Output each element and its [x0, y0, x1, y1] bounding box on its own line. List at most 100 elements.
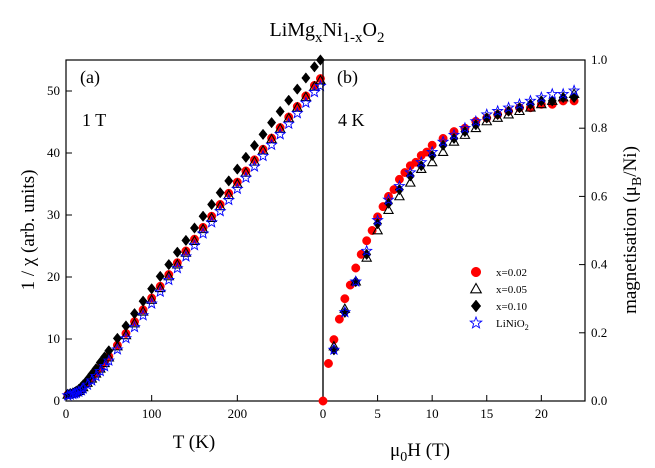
panel-a-point-lnio-27	[222, 193, 235, 206]
panel-b-point-lnio-17	[513, 97, 526, 110]
panel-b-ylabel-part-1: magnetisation (μ	[620, 186, 641, 314]
panel-a-series-x010	[63, 54, 325, 400]
panel-b-xlabel-part-3: H (T)	[407, 440, 450, 461]
legend-markers	[469, 266, 483, 329]
panel-a-ticks: 0 100 200 0 10 20 30 40 50	[47, 83, 247, 421]
panel-b-point-lnio-22	[567, 84, 581, 96]
panel-a-point-x005-14	[111, 340, 123, 351]
panel-b-x-tick-label-0: 0	[320, 406, 327, 421]
panel-b-y-tick-label-2: 0.4	[591, 257, 608, 272]
panel-a-point-x010-23	[189, 222, 200, 234]
panel-a-y-tick-label-4: 40	[47, 145, 60, 160]
panel-a-series	[61, 54, 327, 401]
panel-a-point-x010-16	[130, 307, 140, 320]
panel-b-point-lnio-16	[502, 101, 515, 114]
panel-a-point-x010-29	[241, 151, 251, 163]
panel-a-point-x005-27	[223, 189, 235, 200]
panel-b-point-x002-0	[318, 396, 328, 406]
panel-b-point-lnio-5	[382, 193, 395, 206]
panel-a-point-x005-24	[197, 223, 209, 234]
panel-a-point-x005-21	[171, 258, 183, 269]
panel-b-point-x002-14	[394, 174, 404, 184]
panel-a-point-x005-19	[154, 282, 166, 293]
panel-b-series-x002	[318, 96, 579, 406]
panel-a-point-x005-31	[257, 144, 269, 155]
panel-a-label: (a)	[80, 67, 100, 88]
panel-a-annotation: 1 T	[82, 110, 106, 130]
panel-b-point-x010-20	[547, 95, 557, 107]
panel-a-point-lnio-34	[282, 117, 295, 130]
panel-a-point-x005-33	[274, 122, 286, 133]
panel-b-point-lnio-2	[349, 275, 362, 287]
panel-a-y-tick-label-0: 0	[54, 393, 61, 408]
legend-label-linio2: LiNiO2	[496, 318, 529, 332]
panel-a-point-lnio-28	[231, 182, 244, 195]
panel-a-y-tick-label-2: 20	[47, 269, 60, 284]
panel-b-point-lnio-13	[469, 114, 483, 127]
legend-marker-x002	[470, 266, 482, 278]
panel-b-y-tick-label-5: 1.0	[591, 52, 607, 67]
panel-b-point-lnio-9	[425, 145, 439, 158]
panel-a-point-lnio-30	[248, 160, 261, 172]
panel-b-point-lnio-10	[436, 135, 450, 148]
panel-b-ylabel-part-3: /Ni)	[620, 146, 641, 177]
panel-b-point-lnio-6	[393, 179, 406, 192]
panel-a-point-x010-27	[224, 175, 234, 187]
panel-a-point-lnio-25	[205, 215, 218, 228]
panel-b-point-lnio-12	[458, 121, 472, 134]
panel-a-point-x005-16	[128, 317, 141, 328]
panel-b-point-lnio-7	[404, 165, 417, 178]
panel-b-point-x002-20	[427, 140, 437, 150]
title-part-4: 1-x	[343, 30, 363, 46]
panel-a-point-lnio-18	[145, 297, 158, 309]
panel-a-point-x002-30	[250, 155, 259, 165]
panel-a-y-tick-label-5: 50	[47, 83, 60, 98]
panel-a-point-x010-37	[309, 61, 319, 73]
panel-b-point-x005-4	[372, 224, 384, 235]
panel-b-xlabel-part-1: μ	[390, 440, 400, 461]
legend: x=0.02 x=0.05 x=0.10 LiNiO2	[469, 266, 529, 332]
panel-b-frame	[322, 59, 586, 402]
panel-b-point-x005-10	[437, 146, 449, 156]
panel-a-point-x010-30	[249, 139, 259, 152]
panel-a-point-lnio-14	[111, 342, 124, 355]
panel-b-point-lnio-19	[535, 90, 548, 103]
panel-a-x-tick-label-0: 0	[63, 406, 70, 421]
legend-linio2-part-1: LiNiO	[496, 318, 525, 330]
panel-b-y-tick-label-3: 0.6	[591, 188, 608, 203]
panel-a-point-x005-20	[163, 270, 175, 281]
panel-b-point-lnio-14	[480, 108, 493, 120]
panel-a-point-x010-32	[267, 116, 277, 129]
panel-a-point-x005-36	[300, 91, 312, 102]
panel-b-point-lnio-0	[327, 343, 341, 356]
panel-a-y-tick-label-3: 30	[47, 207, 60, 222]
panel-b-y-tick-label-1: 0.2	[591, 325, 607, 340]
panel-a-x-tick-label-1: 100	[142, 406, 162, 421]
title-part-6: 2	[377, 30, 385, 46]
figure-title: LiMgxNi1-xO2	[269, 19, 384, 46]
panel-a-point-x010-33	[275, 105, 285, 118]
panel-a-point-lnio-35	[291, 106, 304, 119]
panel-a-point-lnio-29	[239, 171, 253, 184]
panel-a-point-lnio-16	[128, 320, 141, 333]
panel-a-point-x010-19	[155, 270, 165, 283]
panel-a-point-x010-34	[284, 94, 294, 106]
panel-a-point-x005-23	[188, 235, 201, 245]
panel-a-point-lnio-12	[98, 359, 111, 372]
panel-a-point-x002-28	[232, 177, 242, 187]
panel-b-point-lnio-15	[491, 104, 504, 117]
panel-b-point-lnio-1	[338, 305, 352, 318]
panel-a-point-lnio-10	[89, 369, 103, 382]
panel-b-x-tick-label-4: 20	[535, 406, 548, 421]
panel-a-point-lnio-36	[299, 96, 313, 109]
panel-a-point-x005-30	[248, 155, 261, 166]
panel-a: 0 100 200 0 10 20 30 40 50 (a) 1 T T (K) 1 / χ (…	[18, 54, 327, 453]
panel-a-point-lnio-17	[136, 308, 150, 321]
panel-a-point-lnio-33	[273, 127, 287, 140]
panel-a-point-lnio-26	[213, 204, 227, 217]
panel-a-point-lnio-37	[308, 85, 321, 98]
panel-b-y-tick-label-4: 0.8	[591, 120, 607, 135]
legend-label-x005: x=0.05	[496, 284, 527, 296]
panel-b-y-tick-label-0: 0.0	[591, 393, 607, 408]
